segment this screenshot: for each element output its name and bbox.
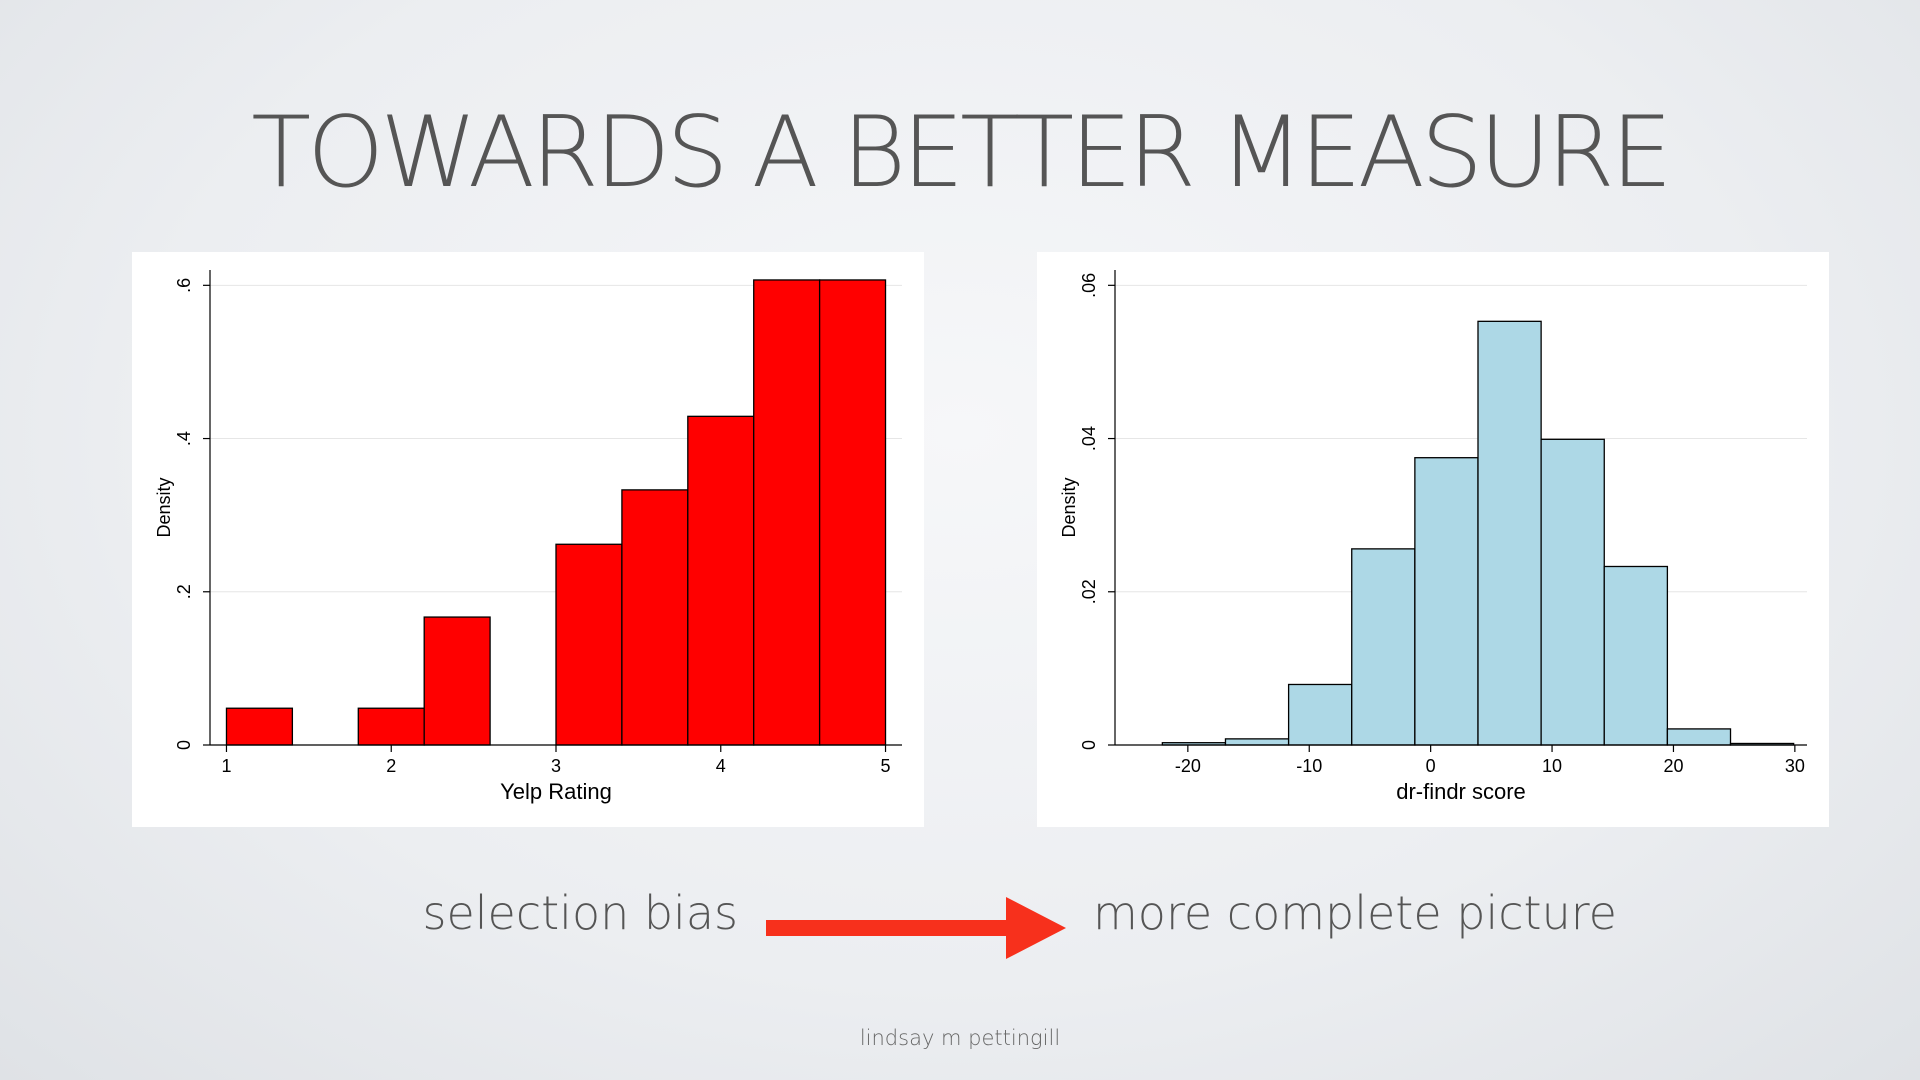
chart-panel-dr-findr-score: 0 .02 .04 .06 -20 -10 0 10 20 30 dr-findr score Den…	[1037, 252, 1829, 827]
y-axis-title: Density	[154, 477, 174, 537]
histogram-bar	[1224, 738, 1290, 746]
y-tick-label: .6	[174, 278, 194, 293]
x-tick-label: 30	[1785, 756, 1805, 776]
histogram-bar	[225, 707, 294, 746]
chart-panel-yelp-rating: 0 .2 .4 .6 1 2 3 4 5 Yelp Rating Density	[132, 252, 924, 827]
y-axis-title: Density	[1059, 477, 1079, 537]
x-tick-label: 2	[386, 756, 396, 776]
y-tick-label: .4	[174, 431, 194, 446]
histogram-bar	[1603, 565, 1669, 746]
histogram-bar	[357, 707, 425, 746]
histogram-bar	[423, 616, 491, 746]
x-tick-label: 5	[881, 756, 891, 776]
y-tick-label: 0	[174, 740, 194, 750]
histogram-bar	[1414, 457, 1479, 746]
histogram-bar	[555, 543, 623, 746]
histogram-bar	[1287, 683, 1353, 746]
right-arrow-icon	[766, 897, 1066, 959]
caption-more-complete-picture: more complete picture	[1093, 886, 1617, 940]
histogram-bar	[1477, 320, 1542, 746]
x-tick-label: 20	[1663, 756, 1683, 776]
x-tick-label: 4	[716, 756, 726, 776]
histogram-bar	[1666, 728, 1732, 746]
x-tick-label: 0	[1426, 756, 1436, 776]
x-tick-label: -10	[1296, 756, 1322, 776]
x-axis-title: Yelp Rating	[500, 779, 612, 804]
histogram-bar	[1540, 438, 1605, 746]
histogram-dr-findr-score: 0 .02 .04 .06 -20 -10 0 10 20 30 dr-findr score Den…	[1059, 270, 1807, 804]
footer-author: lindsay m pettingill	[859, 1026, 1061, 1050]
histogram-bar	[687, 415, 755, 746]
y-tick-label: .04	[1079, 426, 1099, 451]
y-tick-label: 0	[1079, 740, 1099, 750]
caption-selection-bias: selection bias	[422, 886, 738, 940]
histogram-yelp-rating: 0 .2 .4 .6 1 2 3 4 5 Yelp Rating Density	[154, 270, 902, 804]
x-axis-title: dr-findr score	[1396, 779, 1526, 804]
y-tick-label: .06	[1079, 273, 1099, 298]
y-tick-label: .2	[174, 584, 194, 599]
x-tick-label: 1	[221, 756, 231, 776]
y-tick-label: .02	[1079, 579, 1099, 604]
arrow-head	[1006, 897, 1066, 959]
histogram-bar	[753, 279, 821, 746]
histogram-bar	[621, 489, 689, 746]
x-tick-label: 10	[1542, 756, 1562, 776]
histogram-bar	[818, 279, 887, 746]
slide-title: TOWARDS A BETTER MEASURE	[251, 96, 1672, 210]
arrow-shaft	[766, 920, 1012, 936]
x-tick-label: -20	[1175, 756, 1201, 776]
histogram-bar	[1351, 548, 1416, 746]
x-tick-label: 3	[551, 756, 561, 776]
